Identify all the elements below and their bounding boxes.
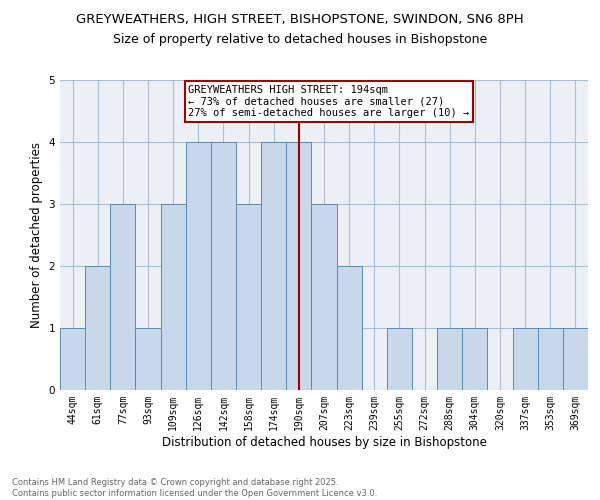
Bar	[563, 328, 588, 390]
Text: Size of property relative to detached houses in Bishopstone: Size of property relative to detached ho…	[113, 32, 487, 46]
Y-axis label: Number of detached properties: Number of detached properties	[30, 142, 43, 328]
Bar	[538, 328, 563, 390]
Bar	[110, 204, 136, 390]
Bar	[211, 142, 236, 390]
X-axis label: Distribution of detached houses by size in Bishopstone: Distribution of detached houses by size …	[161, 436, 487, 448]
Bar	[337, 266, 362, 390]
Bar	[161, 204, 186, 390]
Bar	[261, 142, 286, 390]
Bar	[387, 328, 412, 390]
Bar	[437, 328, 462, 390]
Bar	[60, 328, 85, 390]
Bar	[512, 328, 538, 390]
Text: Contains HM Land Registry data © Crown copyright and database right 2025.
Contai: Contains HM Land Registry data © Crown c…	[12, 478, 377, 498]
Text: GREYWEATHERS HIGH STREET: 194sqm
← 73% of detached houses are smaller (27)
27% o: GREYWEATHERS HIGH STREET: 194sqm ← 73% o…	[188, 85, 469, 118]
Bar	[236, 204, 261, 390]
Bar	[286, 142, 311, 390]
Bar	[186, 142, 211, 390]
Bar	[136, 328, 161, 390]
Bar	[462, 328, 487, 390]
Bar	[311, 204, 337, 390]
Bar	[85, 266, 110, 390]
Text: GREYWEATHERS, HIGH STREET, BISHOPSTONE, SWINDON, SN6 8PH: GREYWEATHERS, HIGH STREET, BISHOPSTONE, …	[76, 12, 524, 26]
